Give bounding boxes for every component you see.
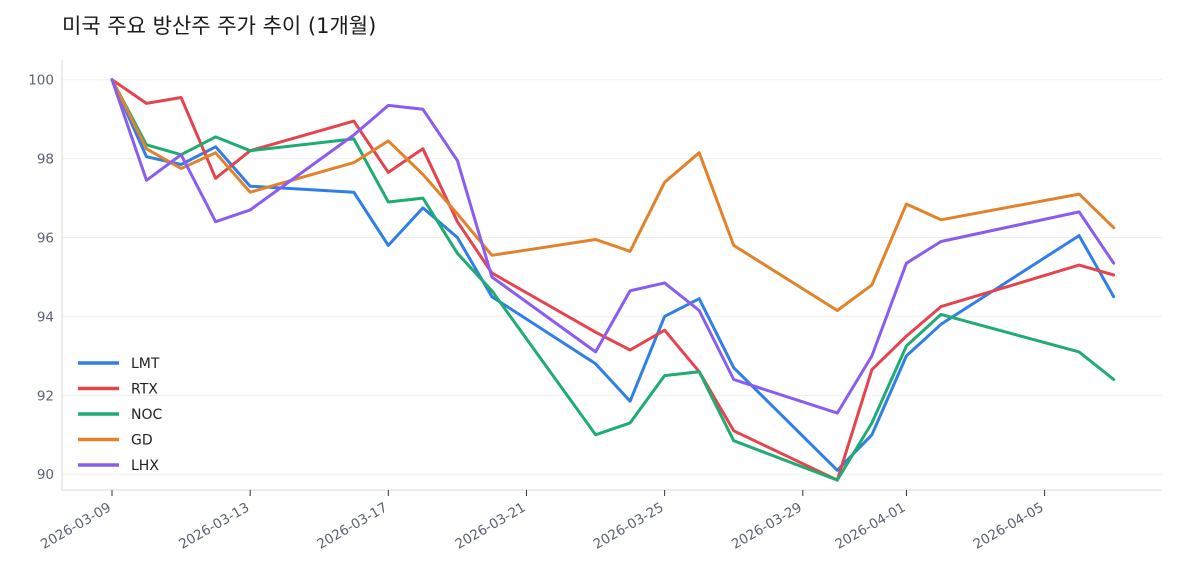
series-line-rtx xyxy=(110,78,1116,482)
legend-label-noc: NOC xyxy=(131,407,162,423)
y-tick-label: 96 xyxy=(37,231,54,247)
legend-label-rtx: RTX xyxy=(131,382,158,398)
y-tick-label: 90 xyxy=(37,467,54,483)
x-tick-label: 2026-03-25 xyxy=(591,500,667,553)
legend-label-lmt: LMT xyxy=(131,356,160,372)
y-tick-label: 94 xyxy=(37,309,54,325)
axes: 90 92 94 96 98 100 2026-03-09 2026-03-13 2026-03… xyxy=(28,60,1162,553)
series-line-gd xyxy=(110,78,1116,312)
legend-label-gd: GD xyxy=(131,433,153,449)
legend-label-lhx: LHX xyxy=(131,458,159,474)
x-tick-label: 2026-03-29 xyxy=(729,500,805,553)
x-tick-label: 2026-03-17 xyxy=(314,500,390,553)
chart-title: 미국 주요 방산주 주가 추이 (1개월) xyxy=(62,14,377,38)
series-line-lmt xyxy=(110,78,1116,472)
x-tick-label: 2026-04-01 xyxy=(832,500,908,553)
x-tick-label: 2026-03-21 xyxy=(453,500,529,553)
grid xyxy=(62,79,1162,475)
y-tick-label: 92 xyxy=(37,388,54,404)
legend: LMT RTX NOC GD LHX xyxy=(78,356,162,474)
series-line-noc xyxy=(110,78,1116,482)
series xyxy=(110,78,1116,482)
x-tick-label: 2026-03-09 xyxy=(38,500,114,553)
series-line-lhx xyxy=(110,78,1116,415)
x-tick-label: 2026-04-05 xyxy=(971,500,1047,553)
y-tick-label: 98 xyxy=(37,152,54,168)
x-tick-label: 2026-03-13 xyxy=(176,500,252,553)
y-tick-label: 100 xyxy=(28,73,54,89)
